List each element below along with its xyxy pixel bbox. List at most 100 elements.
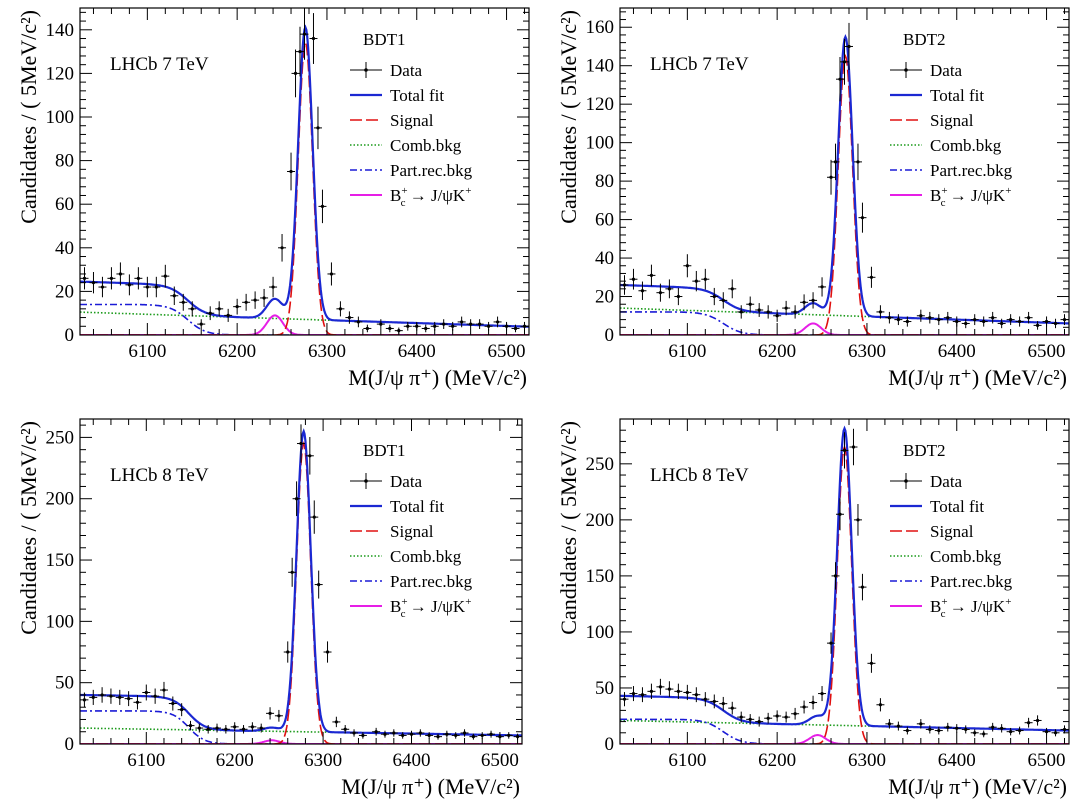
y-tick-label: 0 — [65, 325, 75, 346]
data-point — [831, 143, 840, 181]
x-tick-label: 6100 — [127, 750, 165, 771]
y-tick-label: 60 — [595, 210, 614, 231]
data-point — [385, 324, 394, 333]
data-point — [487, 730, 496, 738]
svg-text:Comb.bkg: Comb.bkg — [390, 547, 462, 566]
x-tick-label: 6300 — [848, 341, 886, 362]
legend-part-rec-bkg: Part.rec.bkg — [890, 572, 1013, 591]
data-point — [380, 730, 389, 738]
data-point — [970, 314, 979, 326]
data-point — [336, 301, 345, 317]
data-point — [934, 726, 943, 735]
legend-comb-bkg: Comb.bkg — [350, 136, 462, 155]
data-point — [791, 305, 800, 319]
svg-text:Signal: Signal — [390, 522, 434, 541]
svg-text:B+c → J/ψK+: B+ c → J/ψK+ — [930, 596, 1011, 620]
legend-total-fit: Total fit — [350, 497, 444, 516]
data-point — [961, 318, 970, 329]
data-point — [853, 504, 862, 536]
data-point — [204, 725, 213, 734]
x-tick-label: 6200 — [758, 341, 796, 362]
data-point — [665, 279, 674, 299]
data-point — [970, 729, 979, 737]
y-tick-label: 20 — [55, 281, 74, 302]
x-tick-label: 6500 — [1028, 750, 1066, 771]
legend-data: Data — [890, 472, 963, 491]
data-point — [278, 234, 287, 262]
experiment-label: LHCb 7 TeV — [650, 54, 749, 75]
data-point — [504, 732, 513, 739]
y-tick-label: 250 — [46, 427, 75, 448]
legend-comb-bkg: Comb.bkg — [890, 136, 1002, 155]
data-point — [430, 321, 439, 331]
data-point — [647, 264, 656, 287]
x-axis-label: M(J/ψ π⁺) (MeV/c²) — [888, 365, 1067, 390]
svg-text:Part.rec.bkg: Part.rec.bkg — [390, 161, 473, 180]
data-point — [656, 283, 665, 302]
y-axis-label: Candidates / ( 5MeV/c²) — [556, 421, 581, 635]
data-point — [469, 733, 478, 740]
x-tick-label: 6300 — [304, 750, 342, 771]
legend-signal: Signal — [890, 111, 974, 130]
data-point — [988, 722, 997, 732]
y-tick-label: 50 — [55, 673, 74, 694]
legend-total-fit: Total fit — [350, 86, 444, 105]
y-tick-label: 250 — [586, 454, 615, 475]
data-point — [125, 274, 134, 296]
data-point — [309, 13, 318, 64]
data-point — [283, 641, 292, 663]
y-tick-label: 40 — [55, 238, 74, 259]
plot-frame — [79, 418, 523, 745]
legend-part-rec-bkg: Part.rec.bkg — [350, 161, 473, 180]
data-point — [925, 725, 934, 734]
data-point — [133, 695, 142, 710]
y-tick-label: 80 — [595, 171, 614, 192]
legend-part-rec-bkg: Part.rec.bkg — [350, 572, 473, 591]
selection-label: BDT2 — [903, 30, 946, 49]
data-point — [876, 698, 885, 712]
data-point — [916, 309, 925, 322]
data-point — [728, 279, 737, 299]
data-point — [116, 262, 125, 286]
data-point — [89, 689, 98, 705]
data-point — [89, 272, 98, 294]
data-point — [1033, 321, 1042, 330]
data-point — [372, 727, 381, 736]
data-point — [1024, 311, 1033, 324]
data-point — [434, 733, 443, 740]
data-point — [274, 709, 283, 722]
data-point — [177, 703, 186, 717]
svg-text:Total fit: Total fit — [390, 497, 444, 516]
data-point — [1006, 314, 1015, 326]
data-point — [701, 692, 710, 707]
y-tick-label: 200 — [46, 489, 75, 510]
legend-bc-jpsik: B+ c → J/ψK+ — [890, 596, 1011, 620]
svg-text:Data: Data — [390, 472, 423, 491]
data-point — [849, 428, 858, 466]
data-point — [115, 689, 124, 705]
data-point — [318, 189, 327, 224]
data-point — [844, 22, 853, 71]
svg-text:Signal: Signal — [390, 111, 434, 130]
data-point — [398, 732, 407, 739]
experiment-label: LHCb 8 TeV — [110, 465, 209, 486]
data-point — [943, 722, 952, 732]
x-tick-label: 6100 — [128, 341, 166, 362]
data-point — [466, 319, 475, 329]
x-tick-label: 6200 — [758, 750, 796, 771]
svg-text:B+c → J/ψK+: B+ c → J/ψK+ — [930, 185, 1011, 209]
experiment-label: LHCb 8 TeV — [650, 465, 749, 486]
data-point — [493, 316, 502, 328]
data-point — [755, 303, 764, 317]
y-tick-label: 80 — [55, 151, 74, 172]
data-point — [287, 152, 296, 191]
svg-text:Data: Data — [390, 61, 423, 80]
x-axis-label: M(J/ψ π⁺) (MeV/c²) — [888, 774, 1067, 799]
data-point — [629, 268, 638, 290]
data-point — [638, 687, 647, 703]
data-point — [979, 316, 988, 327]
data-point — [448, 321, 457, 331]
legend-part-rec-bkg: Part.rec.bkg — [890, 161, 1013, 180]
data-point — [389, 729, 398, 737]
data-point — [647, 683, 656, 700]
